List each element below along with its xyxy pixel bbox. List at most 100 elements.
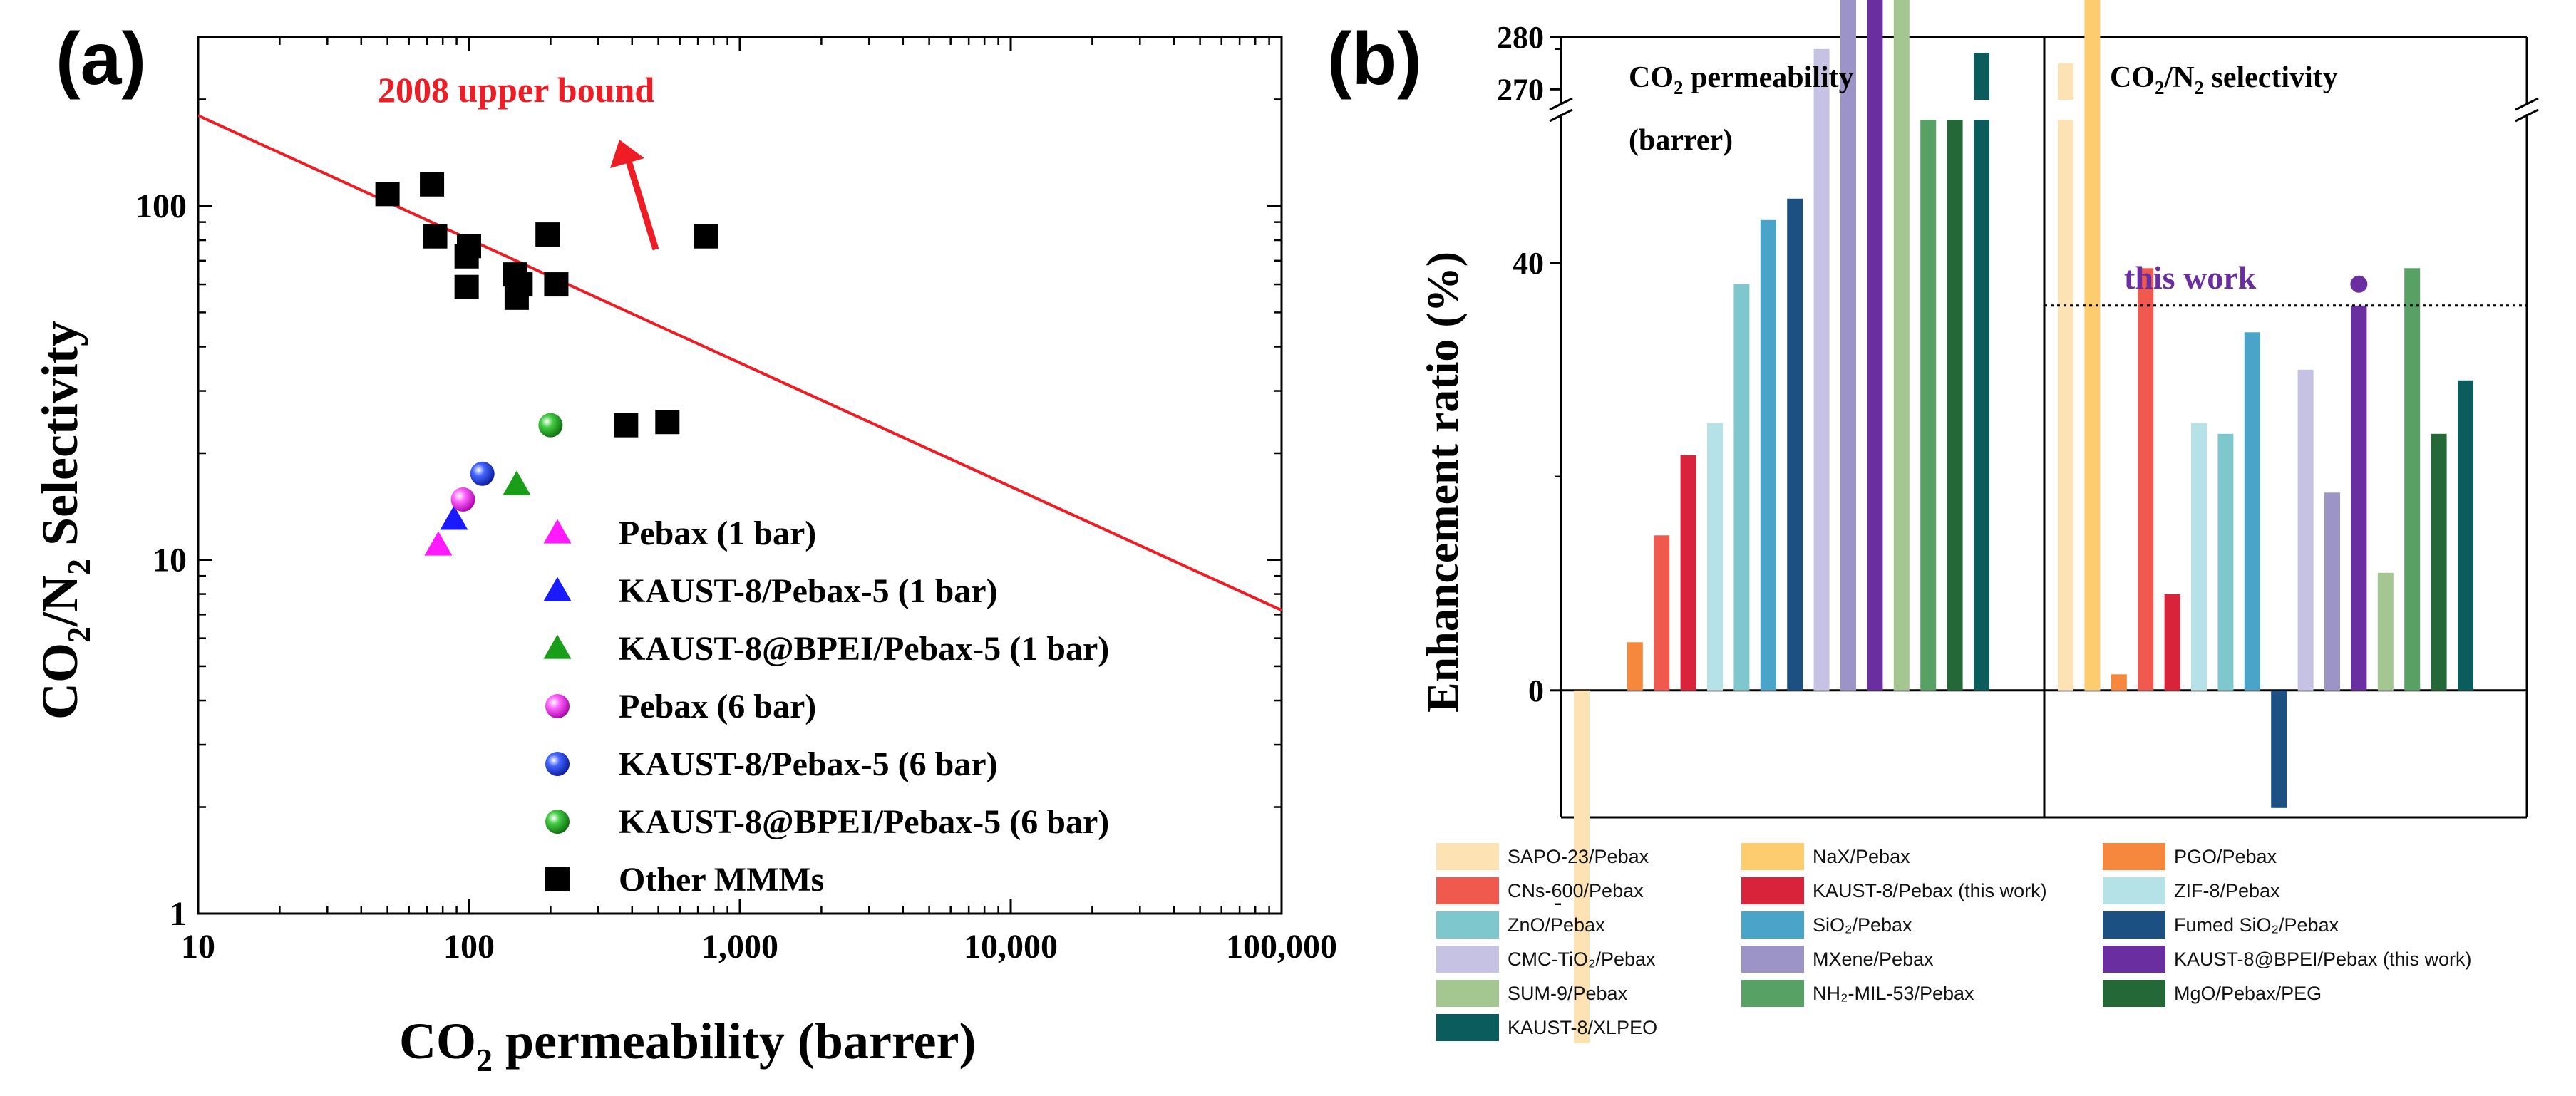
bar-lower-segment [1947,120,1963,691]
legend-swatch [1741,843,1804,870]
legend-item: MXene/Pebax [1741,944,1934,975]
legend-marker-sphere [545,752,570,776]
bar-lower-segment [1920,120,1937,691]
legend-label: SiO₂/Pebax [1813,914,1912,936]
legend-swatch [1436,980,1499,1007]
panel-a-y-axis: 1 10 100 [135,36,1282,933]
bar [1867,0,1883,691]
legend-label: Pebax (1 bar) [619,515,816,552]
legend-swatch [1436,843,1499,870]
legend-swatch [1436,911,1499,939]
legend-swatch [2103,911,2165,939]
legend-label: MgO/Pebax/PEG [2174,982,2322,1004]
bar [1787,198,1803,691]
axis-break-mark [2515,108,2539,123]
panel-a-x-axis: 10 100 1,000 10,000 100,000 [181,37,1337,966]
data-point-square [544,272,569,297]
legend-swatch [1741,877,1804,904]
legend-item: KAUST-8/XLPEO [1436,1012,1657,1043]
legend-label: CNs-600/Pebax [1508,879,1644,901]
bar [1733,284,1750,691]
bar [2271,690,2287,808]
legend-swatch [1741,980,1804,1007]
legend-label: KAUST-8/Pebax (this work) [1813,879,2047,901]
legend-label: MXene/Pebax [1813,948,1934,970]
panel-a-x-title: CO2 permeability (barrer) [399,1013,976,1078]
bar [2111,674,2127,691]
legend-marker-triangle [543,519,572,544]
panel-b-left-title: CO2 permeability [1629,61,1854,98]
panel-b-legend: SAPO-23/Pebax NaX/Pebax PGO/Pebax CNs-600/P… [1436,841,2570,1055]
legend-marker-triangle [543,634,572,659]
legend-item: PGO/Pebax [2103,841,2277,872]
data-point-triangle [503,470,531,495]
legend-swatch [2103,843,2165,870]
panel-b-y-axis: -4004080120160270280 [1497,20,1561,906]
data-point-square [508,272,533,297]
data-point-square [420,172,445,197]
bar [2084,0,2101,691]
panel-b-bar: (b) -4004080120160270280 this workthis w… [1327,0,2539,1043]
legend-swatch [2103,877,2165,904]
data-point-sphere [450,487,475,512]
data-point-square [457,234,481,259]
legend-label: ZnO/Pebax [1508,914,1605,936]
y-tick-label: 1 [170,895,187,933]
data-point-triangle [440,505,468,530]
bar [2191,423,2207,691]
bar [1654,535,1670,691]
bar [2244,332,2260,691]
legend-swatch [1436,877,1499,904]
legend-item: Fumed SiO₂/Pebax [2103,909,2339,941]
legend-swatch [1436,946,1499,973]
legend-item: MgO/Pebax/PEG [2103,978,2322,1009]
legend-label: KAUST-8/Pebax-5 (1 bar) [619,572,998,610]
legend-label: PGO/Pebax [2174,845,2277,867]
panel-a-label: (a) [56,18,146,100]
legend-label: KAUST-8/XLPEO [1508,1016,1658,1038]
bar [1574,690,1590,1043]
panel-b-right-title: CO2/N2 selectivity [2110,61,2338,98]
bar [1680,455,1696,691]
this-work-label: this work [2124,259,2257,296]
upper-bound-label: 2008 upper bound [378,70,654,110]
bar [2324,492,2340,691]
panel-b-label: (b) [1327,18,1422,100]
bar [1893,0,1910,691]
legend-label: CMC-TiO₂/Pebax [1508,948,1656,970]
y-tick-label-top: 270 [1497,72,1544,107]
legend-marker-triangle [543,577,572,601]
legend-label: ZIF-8/Pebax [2174,879,2280,901]
legend-label: Fumed SiO₂/Pebax [2174,914,2339,936]
data-point-sphere [470,461,495,486]
legend-item: SUM-9/Pebax [1436,978,1627,1009]
bar-lower-segment [2058,120,2073,691]
upper-bound-arrow [610,140,659,251]
legend-swatch [1741,946,1804,973]
bar-lower-segment [1974,120,1989,691]
this-work-marker [2350,275,2368,293]
bar [1760,219,1776,691]
legend-label: KAUST-8@BPEI/Pebax-5 (1 bar) [619,630,1109,668]
x-tick-label: 100 [443,928,495,966]
data-point-square [655,410,680,435]
panel-a-points [375,172,718,556]
data-point-square [614,413,639,438]
bar [1813,48,1830,691]
legend-item: KAUST-8/Pebax (this work) [1741,875,2047,906]
x-tick-label: 10 [181,928,215,966]
legend-swatch [2103,980,2165,1007]
legend-item: CNs-600/Pebax [1436,875,1644,906]
legend-item: NH₂-MIL-53/Pebax [1741,978,1974,1009]
x-tick-label: 1,000 [701,928,778,966]
panel-a-legend: Pebax (1 bar) KAUST-8/Pebax-5 (1 bar) KAUS… [543,515,1109,899]
legend-label: Other MMMs [619,861,824,899]
axis-break-mark [2515,97,2539,111]
bar [2138,268,2154,691]
bar [1840,0,1856,691]
y-tick-label: 10 [153,541,187,579]
data-point-square [375,182,400,207]
legend-label: KAUST-8/Pebax-5 (6 bar) [619,745,998,783]
bar [2404,268,2421,691]
